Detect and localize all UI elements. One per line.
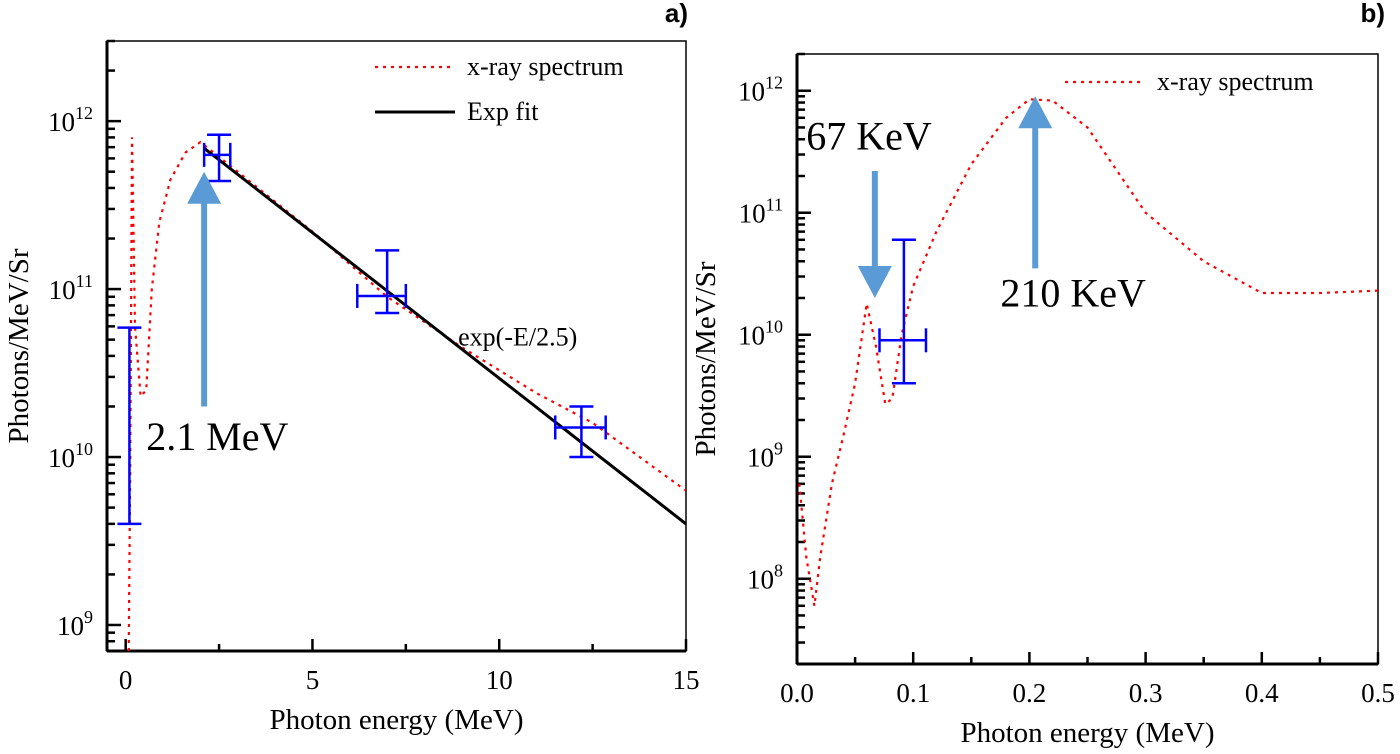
x-axis-label: Photon energy (MeV) <box>961 717 1215 749</box>
y-tick-label: 108 <box>747 561 783 595</box>
arrow-up-icon <box>187 171 222 407</box>
error-bar-point <box>878 238 928 385</box>
energy-annotation: 210 KeV <box>1000 271 1146 316</box>
fit-formula-annotation: exp(-E/2.5) <box>458 323 577 352</box>
arrow-down-icon <box>857 170 892 298</box>
panel-label: a) <box>665 0 688 28</box>
x-tick-label: 15 <box>673 665 700 695</box>
x-tick-label: 0.4 <box>1245 678 1279 708</box>
panel-b: 0.0 0.1 0.2 0.3 0.4 0.5 108 109 1010 1011 1012 Phot… <box>690 0 1395 749</box>
exp-fit-line <box>203 147 686 526</box>
y-tick-label: 1010 <box>738 317 783 351</box>
x-tick-label: 0 <box>119 665 133 695</box>
x-tick-label: 0.3 <box>1129 678 1163 708</box>
y-axis-label: Photons/MeV/Sr <box>3 248 35 443</box>
error-bar-point <box>554 405 607 459</box>
plot-area <box>798 98 1378 606</box>
x-tick-label: 0.5 <box>1361 678 1395 708</box>
plot-frame <box>106 40 687 652</box>
plot-area <box>117 133 686 651</box>
y-tick-label: 1012 <box>738 73 783 107</box>
x-tick-label: 0.1 <box>896 678 930 708</box>
y-axis-label: Photons/MeV/Sr <box>690 261 722 456</box>
legend-label: Exp fit <box>467 97 539 126</box>
x-tick-label: 0.2 <box>1013 678 1047 708</box>
legend-label: x-ray spectrum <box>467 52 624 81</box>
arrow-up-icon <box>1018 96 1053 269</box>
y-tick-label: 109 <box>747 439 783 473</box>
x-axis-label: Photon energy (MeV) <box>270 704 524 736</box>
legend-label: x-ray spectrum <box>1157 67 1314 96</box>
panel-label: b) <box>1360 0 1385 28</box>
y-tick-label: 109 <box>57 607 93 641</box>
xray-spectrum-line <box>127 137 686 651</box>
error-bar-point <box>356 249 408 315</box>
x-tick-label: 0.0 <box>780 678 814 708</box>
xray-spectrum-line <box>798 98 1378 606</box>
x-tick-label: 5 <box>306 665 320 695</box>
x-tick-label: 10 <box>486 665 513 695</box>
y-tick-label: 1011 <box>739 195 783 229</box>
error-bar-point <box>117 326 142 526</box>
y-tick-label: 1011 <box>49 271 93 305</box>
y-tick-label: 1010 <box>48 439 93 473</box>
energy-annotation: 67 KeV <box>806 113 932 158</box>
panel-a: 0 5 10 15 109 1010 1011 1012 Photon energy (MeV)… <box>3 0 700 736</box>
energy-annotation: 2.1 MeV <box>146 414 288 459</box>
y-tick-label: 1012 <box>48 103 93 137</box>
error-bar-point <box>202 133 232 183</box>
